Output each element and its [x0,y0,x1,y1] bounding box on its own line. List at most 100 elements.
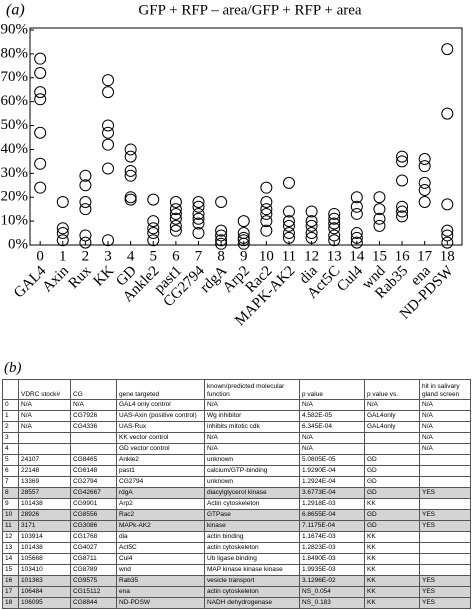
table-cell: actin cytoskeleton [204,586,300,598]
table-cell: N/A [419,410,471,422]
data-point [237,237,250,250]
table-cell: YES [419,597,471,609]
table-cell [419,498,471,510]
x-tick-label: 3 [104,248,112,264]
table-cell: 3 [2,432,19,444]
table-cell: 2 [2,421,19,433]
data-point [192,196,205,208]
data-point [56,222,69,235]
table-cell: NADH dehydrogenase [204,597,300,609]
table-row: 12 103914 CG1768 dia actin binding 1.1674E-03… [2,531,471,543]
x-tick-label: 5 [150,248,158,264]
data-point [102,126,115,139]
data-point [282,205,295,218]
data-point [192,207,205,220]
table-cell [419,531,471,543]
table-cell: calcium/GTP-binding [204,465,300,477]
table-cell: CG1768 [70,531,117,543]
data-point [305,215,318,228]
table-cell: Ankle2 [116,454,205,466]
table-cell [419,564,471,576]
table-cell: YES [419,509,471,521]
x-tick-label: 17 [417,248,433,264]
y-tick-label: 50% [1,117,29,133]
data-point [147,222,160,235]
table-cell: 11 [2,520,19,532]
table-cell: 6.345E-04 [299,421,365,433]
table-cell: GAL4only [364,410,420,422]
data-point [169,207,182,220]
data-point [124,169,137,182]
table-cell: CG8711 [70,553,117,565]
table-cell: 101438 [18,498,71,510]
table-cell: 3171 [18,520,71,532]
data-point [418,160,431,173]
table-cell: p value vs. [364,379,420,400]
table-cell [419,454,471,466]
table-cell: YES [419,586,471,598]
data-point [169,212,182,225]
table-cell: dia [116,531,205,543]
table-cell: rdgA [116,487,205,499]
table-cell: Rab35 [116,575,205,587]
table-row: 8 28557 CG42667 rdgA diacylglycerol kinase 3.… [2,487,471,499]
table-cell: known/predicted molecular function [204,379,300,400]
data-point [215,224,228,237]
table-cell: YES [419,575,471,587]
data-point [102,86,115,99]
table-cell: N/A [364,399,420,411]
table-cell: 1.9935E-03 [299,564,365,576]
data-point [396,174,409,187]
data-point [56,234,69,247]
data-point [441,224,454,237]
y-tick-label: 20% [1,189,29,205]
data-point [102,138,115,151]
data-point [34,157,47,170]
data-point [147,193,160,206]
table-row: VDRC stock# CG gene targeted known/predicte… [2,379,471,400]
table-cell: N/A [419,432,471,444]
table-cell: 24107 [18,454,71,466]
data-point [260,196,273,208]
data-point [34,181,47,194]
table-cell [419,542,471,554]
x-tick-label: 11 [282,248,296,264]
data-point [215,234,228,247]
table-cell: 10 [2,509,19,521]
data-point [34,93,47,106]
table-cell [419,553,471,565]
data-point [260,203,273,216]
table-cell: 6.8655E-04 [299,509,365,521]
y-tick-label: 30% [1,165,29,181]
table-row: 0 N/A N/A GAL4 only control N/A N/A N/A N/A [2,399,471,411]
table-row: 6 22148 CG6148 past1 calcium/GTP-binding 1.92… [2,465,471,477]
data-point [350,207,363,220]
table-cell: p value [299,379,365,400]
table-cell: CG9901 [70,498,117,510]
data-point [328,212,341,225]
data-point [169,196,182,208]
data-point [79,229,92,242]
table-row: 16 101363 CG9575 Rab35 vesicle transport 3.12… [2,575,471,587]
x-tick-label: 13 [327,248,342,264]
table-cell: KK [364,553,420,565]
data-point [441,43,454,56]
table-cell: CG8556 [70,509,117,521]
x-tick-label: 18 [440,248,455,264]
table-cell: N/A [299,443,365,455]
data-point [169,219,182,232]
table-cell: N/A [419,399,471,411]
table-cell: 101363 [18,575,71,587]
table-cell: CG2794 [70,476,117,488]
table-cell [70,443,117,455]
table-cell: N/A [419,421,471,433]
data-point [79,169,92,182]
data-point [102,234,115,247]
table-cell: MAP kinase kinase kinase [204,564,300,576]
table-cell: 106095 [18,597,71,609]
data-point [34,86,47,99]
table-row: 5 24107 CG8465 Ankle2 unknown 5.0805E-05 GD [2,454,471,466]
table-cell: 9 [2,498,19,510]
table-cell: 4 [2,443,19,455]
